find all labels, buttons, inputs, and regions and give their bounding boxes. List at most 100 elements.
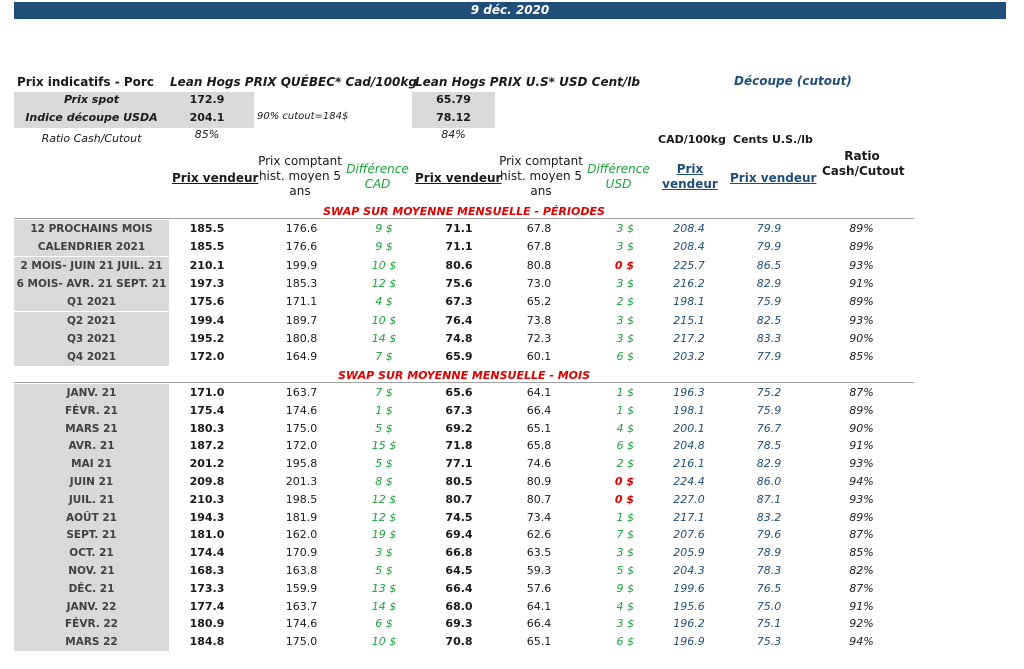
cutout-cad: 199.6: [673, 581, 705, 595]
cutout-cad: 217.1: [673, 510, 705, 524]
col-prix-comptant-usd: Prix comptant hist. moyen 5 ans: [499, 154, 583, 198]
difference-usd: 6 $: [616, 635, 635, 649]
prix-comptant-usd: 67.8: [526, 240, 552, 254]
prix-comptant-cad: 172.0: [285, 439, 318, 453]
prix-comptant-usd: 80.8: [526, 258, 552, 272]
table-row: MARS 22 184.8 175.0 10 $ 70.8 65.1 6 $ 196.9 75.…: [14, 633, 914, 652]
cutout-cents: 82.9: [756, 457, 782, 471]
cutout-cad: 208.4: [673, 222, 705, 235]
difference-usd: 4 $: [616, 599, 635, 613]
cutout-cad: 207.6: [673, 528, 705, 542]
difference-cad: 5 $: [375, 421, 393, 435]
col-prix-vendeur-usd: Prix vendeur: [415, 171, 502, 185]
cutout-cad: 195.6: [673, 599, 705, 613]
prix-comptant-usd: 65.1: [526, 635, 552, 649]
prix-vendeur-usd: 71.1: [445, 222, 473, 235]
cutout-cents: 75.9: [756, 403, 782, 417]
difference-cad: 7 $: [375, 386, 393, 399]
prix-comptant-cad: 159.9: [285, 581, 318, 595]
table-row: 2 MOIS- JUIN 21 JUIL. 21 210.1 199.9 10 $ 80…: [14, 256, 914, 275]
row-label: SEPT. 21: [14, 526, 169, 545]
cutout-cents: 83.2: [756, 510, 782, 524]
prix-vendeur-usd: 71.1: [445, 240, 473, 254]
prix-vendeur-cad: 177.4: [189, 599, 225, 613]
prix-comptant-cad: 195.8: [285, 457, 318, 471]
row-label: 2 MOIS- JUIN 21 JUIL. 21: [14, 256, 169, 275]
difference-cad: 3 $: [375, 546, 393, 560]
prix-vendeur-cad: 187.2: [189, 439, 225, 453]
prix-comptant-usd: 67.8: [526, 222, 552, 235]
difference-usd: 4 $: [616, 421, 635, 435]
mois-section-title: SWAP SUR MOYENNE MENSUELLE - MOIS: [337, 369, 591, 382]
us-title: Lean Hogs PRIX U.S* USD Cent/lb: [415, 75, 640, 89]
prix-comptant-usd: 57.6: [526, 581, 552, 595]
cutout-cents: 82.9: [756, 276, 782, 290]
difference-cad: 12 $: [371, 276, 397, 290]
prix-comptant-usd: 73.8: [526, 313, 552, 327]
mois-rule: [14, 382, 914, 383]
ratio-cash-cutout: 93%: [849, 492, 874, 506]
row-label: Q1 2021: [14, 293, 169, 312]
difference-cad: 12 $: [371, 492, 397, 506]
prix-comptant-cad: 163.7: [285, 386, 318, 399]
table-row: MAI 21 201.2 195.8 5 $ 77.1 74.6 2 $ 216.1 82.9 9…: [14, 455, 914, 474]
difference-cad: 10 $: [371, 635, 397, 649]
ratio-cash-cutout: 93%: [849, 313, 874, 327]
table-row: SEPT. 21 181.0 162.0 19 $ 69.4 62.6 7 $ 207.6 79…: [14, 526, 914, 545]
cutout-cad: 208.4: [673, 240, 705, 254]
prix-vendeur-usd: 66.4: [445, 581, 473, 595]
cutout-cents: 86.5: [756, 258, 782, 272]
prix-vendeur-usd: 70.8: [445, 635, 473, 649]
prix-comptant-cad: 164.9: [285, 350, 318, 364]
row-label: 6 MOIS- AVR. 21 SEPT. 21: [14, 274, 169, 293]
prix-vendeur-cad: 197.3: [189, 276, 225, 290]
table-row: Q4 2021 172.0 164.9 7 $ 65.9 60.1 6 $ 203.2 77.9…: [14, 348, 914, 367]
difference-usd: 3 $: [616, 546, 635, 560]
prix-vendeur-usd: 74.8: [445, 331, 473, 345]
row-label: Q3 2021: [14, 329, 169, 348]
prix-comptant-cad: 185.3: [285, 276, 318, 290]
cutout-cents: 78.9: [756, 546, 782, 560]
cutout-cents: 86.0: [756, 475, 782, 488]
prix-comptant-usd: 60.1: [526, 350, 552, 364]
decoupe-title: Découpe (cutout): [734, 74, 852, 88]
ratio-cash-cutout: 94%: [849, 475, 874, 488]
cutout-cents: 79.9: [756, 222, 782, 235]
cutout-cents: 75.9: [756, 295, 782, 309]
cutout-cents: 75.0: [756, 599, 782, 613]
prix-vendeur-cad: 173.3: [189, 581, 225, 595]
prix-vendeur-usd: 67.3: [445, 295, 473, 309]
ratio-cash-cutout: 87%: [849, 581, 874, 595]
cutout-cents: 87.1: [756, 492, 782, 506]
prix-comptant-cad: 175.0: [285, 421, 318, 435]
prix-vendeur-usd: 67.3: [445, 403, 473, 417]
cutout-cad: 215.1: [673, 313, 705, 327]
cutout-cad: 198.1: [673, 295, 705, 309]
cutout-cents: 83.3: [756, 331, 782, 345]
cutout-cad: 225.7: [673, 258, 705, 272]
difference-usd: 3 $: [616, 617, 635, 631]
cutout-cents: 79.6: [756, 528, 782, 542]
cutout-cad: 216.1: [673, 457, 705, 471]
col-prix-comptant-cad: Prix comptant hist. moyen 5 ans: [258, 154, 342, 198]
row-label: NOV. 21: [14, 562, 169, 580]
row-label: MAI 21: [14, 455, 169, 474]
prix-vendeur-cad: 172.0: [189, 350, 225, 364]
cutout-cad: 203.2: [673, 350, 705, 364]
table-row: FÉVR. 22 180.9 174.6 6 $ 69.3 66.4 3 $ 196.2 75.…: [14, 615, 914, 634]
cutout-cad: 204.8: [673, 439, 705, 453]
prix-comptant-cad: 189.7: [285, 313, 318, 327]
qc-spot-value: 172.9: [189, 93, 225, 106]
cutout-note: 90% cutout=184$: [257, 111, 349, 122]
indice-label: Indice découpe USDA: [25, 111, 158, 124]
table-row: NOV. 21 168.3 163.8 5 $ 64.5 59.3 5 $ 204.3 78.3…: [14, 562, 914, 580]
prix-vendeur-usd: 69.4: [445, 528, 473, 542]
quebec-title: Lean Hogs PRIX QUÉBEC* Cad/100kg: [170, 75, 417, 89]
table-row: JUIN 21 209.8 201.3 8 $ 80.5 80.9 0 $ 224.4 86.0…: [14, 473, 914, 491]
prix-vendeur-cad: 185.5: [189, 222, 225, 235]
ratio-cash-cutout: 85%: [849, 350, 874, 364]
prix-vendeur-cad: 171.0: [189, 386, 225, 399]
prix-comptant-usd: 65.2: [526, 295, 552, 309]
col-diff-cad: Différence CAD: [346, 162, 409, 191]
cutout-cad: 196.2: [673, 617, 705, 631]
